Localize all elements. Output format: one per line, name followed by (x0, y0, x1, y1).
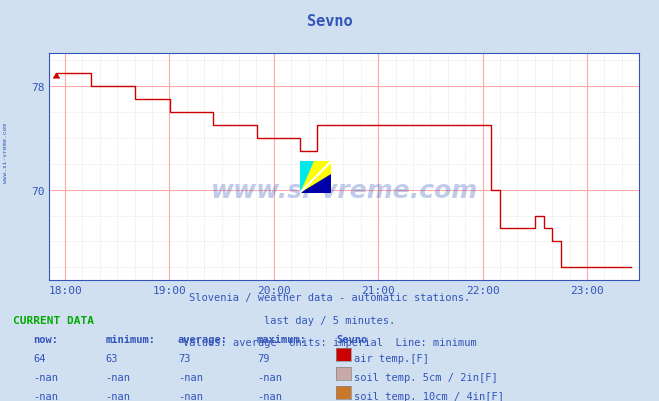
Text: -nan: -nan (105, 391, 130, 401)
Text: Values: average  Units: imperial  Line: minimum: Values: average Units: imperial Line: mi… (183, 337, 476, 347)
Text: air temp.[F]: air temp.[F] (354, 353, 429, 363)
Text: CURRENT DATA: CURRENT DATA (13, 315, 94, 325)
Text: www.si-vreme.com: www.si-vreme.com (3, 122, 8, 182)
Text: 63: 63 (105, 353, 118, 363)
Text: 73: 73 (178, 353, 190, 363)
Polygon shape (300, 174, 331, 193)
Polygon shape (300, 162, 314, 193)
Text: soil temp. 10cm / 4in[F]: soil temp. 10cm / 4in[F] (354, 391, 504, 401)
Text: Sevno: Sevno (306, 14, 353, 29)
Text: -nan: -nan (33, 372, 58, 382)
Text: maximum:: maximum: (257, 334, 307, 344)
Text: 64: 64 (33, 353, 45, 363)
Text: -nan: -nan (33, 391, 58, 401)
Polygon shape (300, 162, 331, 193)
Text: 79: 79 (257, 353, 270, 363)
Text: -nan: -nan (178, 372, 203, 382)
Text: Slovenia / weather data - automatic stations.: Slovenia / weather data - automatic stat… (189, 293, 470, 303)
Text: average:: average: (178, 334, 228, 344)
Text: -nan: -nan (257, 372, 282, 382)
Text: soil temp. 5cm / 2in[F]: soil temp. 5cm / 2in[F] (354, 372, 498, 382)
Text: last day / 5 minutes.: last day / 5 minutes. (264, 315, 395, 325)
Text: -nan: -nan (105, 372, 130, 382)
Polygon shape (300, 162, 331, 193)
Text: minimum:: minimum: (105, 334, 156, 344)
Text: www.si-vreme.com: www.si-vreme.com (211, 178, 478, 202)
Text: -nan: -nan (257, 391, 282, 401)
Text: now:: now: (33, 334, 58, 344)
Text: Sevno: Sevno (336, 334, 367, 344)
Text: -nan: -nan (178, 391, 203, 401)
